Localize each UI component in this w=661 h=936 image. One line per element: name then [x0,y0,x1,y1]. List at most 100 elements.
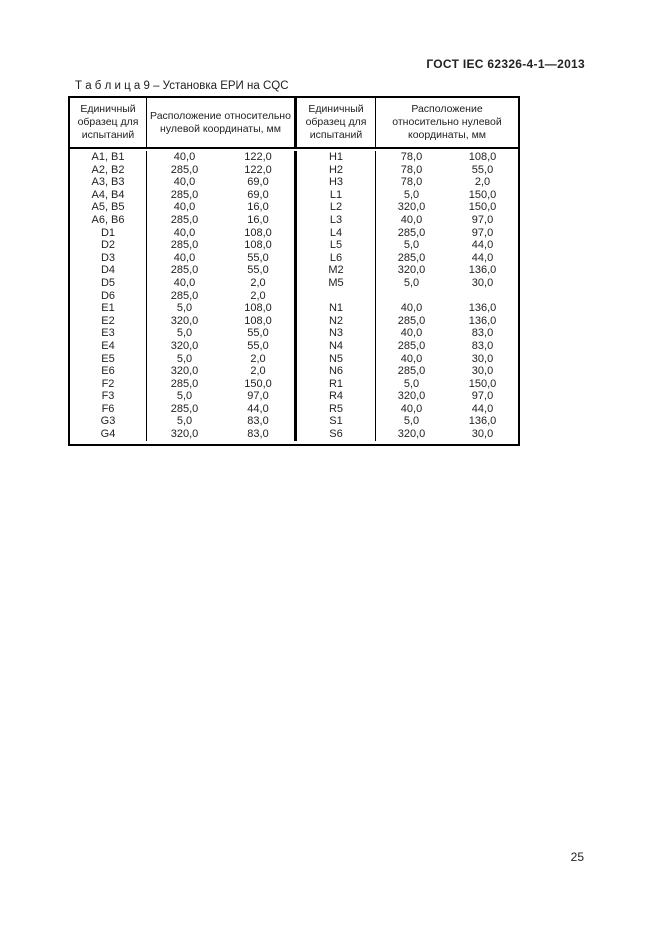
table-row: E6 320,0 2,0 N6 285,0 30,0 [70,365,518,378]
cell-right-x: 40,0 [400,302,423,315]
table-row: A6, B6 285,0 16,0 L3 40,0 97,0 [70,213,518,227]
cell-right-sample: N3 [297,327,376,340]
cell-right-x: 285,0 [397,365,426,378]
header-right-coordinates: Расположение относительно нулевой коорди… [392,103,502,141]
cell-right-x: 5,0 [403,188,420,201]
cell-left-y: 16,0 [222,201,297,214]
cell-left-x: 285,0 [170,402,199,415]
table-row: D3 40,0 55,0 L6 285,0 44,0 [70,251,518,265]
table-header-row: Единичный образец для испытаний Располож… [70,98,518,149]
cell-right-x: 78,0 [400,151,423,163]
cell-left-y: 2,0 [222,276,297,290]
cell-left-x: 285,0 [170,188,199,201]
cell-left-sample: D3 [70,251,147,265]
cell-right-x: 5,0 [403,377,420,390]
cell-left-sample: A6, B6 [70,213,147,227]
cell-left-sample: A5, B5 [70,201,147,214]
cell-right-y: 30,0 [471,428,494,441]
cell-left-y: 55,0 [222,339,297,353]
cell-left-x: 320,0 [170,365,199,378]
cell-left-y: 55,0 [222,264,297,277]
table-row: F2 285,0 150,0 R1 5,0 150,0 [70,377,518,391]
cell-left-x: 5,0 [176,352,193,365]
cell-left-x: 5,0 [176,415,193,428]
cell-left-x: 5,0 [176,390,193,403]
cell-left-sample: F2 [70,377,147,391]
cell-right-x: 5,0 [403,276,420,289]
page-number: 25 [570,850,584,864]
cell-left-sample: E2 [70,314,147,328]
cell-right-x: 40,0 [400,402,423,415]
cell-left-x: 285,0 [170,239,199,252]
cell-left-sample: D2 [70,239,147,252]
cell-right-sample: N6 [297,365,376,378]
table-row: G3 5,0 83,0 S1 5,0 136,0 [70,415,518,429]
cell-right-y: 97,0 [471,226,494,239]
cell-left-x: 320,0 [170,339,199,352]
cell-left-y: 83,0 [222,428,297,441]
cell-left-y: 108,0 [222,302,297,315]
cell-right-y [447,290,518,303]
cell-left-y: 108,0 [222,314,297,328]
header-left-coordinates: Расположение относительно нулевой коорди… [147,98,297,147]
cell-right-y: 83,0 [471,327,494,340]
cell-right-sample: H2 [297,163,376,177]
cell-left-sample: E6 [70,365,147,378]
data-table: Единичный образец для испытаний Располож… [68,96,520,446]
cell-left-x: 40,0 [173,151,196,163]
cell-right-sample: L4 [297,226,376,240]
cell-right-sample: M2 [297,264,376,277]
table-row: D2 285,0 108,0 L5 5,0 44,0 [70,239,518,252]
cell-left-y: 150,0 [222,377,297,391]
cell-right-x: 285,0 [397,339,426,352]
cell-right-x: 320,0 [397,201,426,214]
table-title: Т а б л и ц а 9 – Установка ЕРИ на CQC [75,80,289,92]
cell-left-sample: E4 [70,339,147,353]
cell-right-y: 30,0 [471,352,494,365]
table-row: F6 285,0 44,0 R5 40,0 44,0 [70,402,518,416]
cell-right-y: 55,0 [471,163,494,176]
cell-left-x: 40,0 [173,176,196,189]
cell-right-sample: N1 [297,302,376,315]
table-row: E1 5,0 108,0 N1 40,0 136,0 [70,302,518,315]
cell-left-y: 2,0 [222,289,297,303]
table-row: E4 320,0 55,0 N4 285,0 83,0 [70,339,518,353]
cell-right-x: 5,0 [403,415,420,428]
cell-left-x: 320,0 [170,428,199,441]
cell-left-sample: D6 [70,289,147,303]
table-row: E2 320,0 108,0 N2 285,0 136,0 [70,314,518,328]
cell-right-y: 44,0 [471,239,494,252]
cell-right-sample: H3 [297,176,376,189]
cell-left-x: 285,0 [170,377,199,390]
cell-right-y: 108,0 [468,151,497,163]
cell-right-sample: L6 [297,251,376,265]
cell-left-y: 69,0 [222,188,297,202]
cell-right-y: 97,0 [471,390,494,403]
table-row: A4, B4 285,0 69,0 L1 5,0 150,0 [70,188,518,202]
cell-left-sample: A1, B1 [70,151,147,164]
cell-right-sample: N5 [297,352,376,366]
cell-right-y: 97,0 [471,213,494,226]
cell-left-x: 320,0 [170,314,199,327]
table-row: F3 5,0 97,0 R4 320,0 97,0 [70,390,518,403]
cell-right-sample: L3 [297,213,376,227]
cell-left-sample: D1 [70,226,147,240]
cell-right-sample: H1 [297,151,376,164]
header-right-sample: Единичный образец для испытаний [297,98,376,147]
cell-left-x: 40,0 [173,276,196,289]
table-row: D6 285,0 2,0 [70,289,518,303]
cell-left-y: 122,0 [222,151,297,164]
cell-right-y: 2,0 [474,176,491,189]
cell-left-x: 285,0 [170,213,199,226]
cell-left-x: 5,0 [176,327,193,340]
cell-right-sample: N4 [297,339,376,353]
cell-right-x: 320,0 [397,428,426,441]
cell-right-y: 44,0 [471,402,494,415]
cell-right-y: 136,0 [468,302,497,315]
cell-left-sample: F3 [70,390,147,403]
cell-right-sample: S1 [297,415,376,429]
table-row: D1 40,0 108,0 L4 285,0 97,0 [70,226,518,240]
table-row: G4 320,0 83,0 S6 320,0 30,0 [70,428,518,441]
cell-left-x: 285,0 [170,289,199,302]
